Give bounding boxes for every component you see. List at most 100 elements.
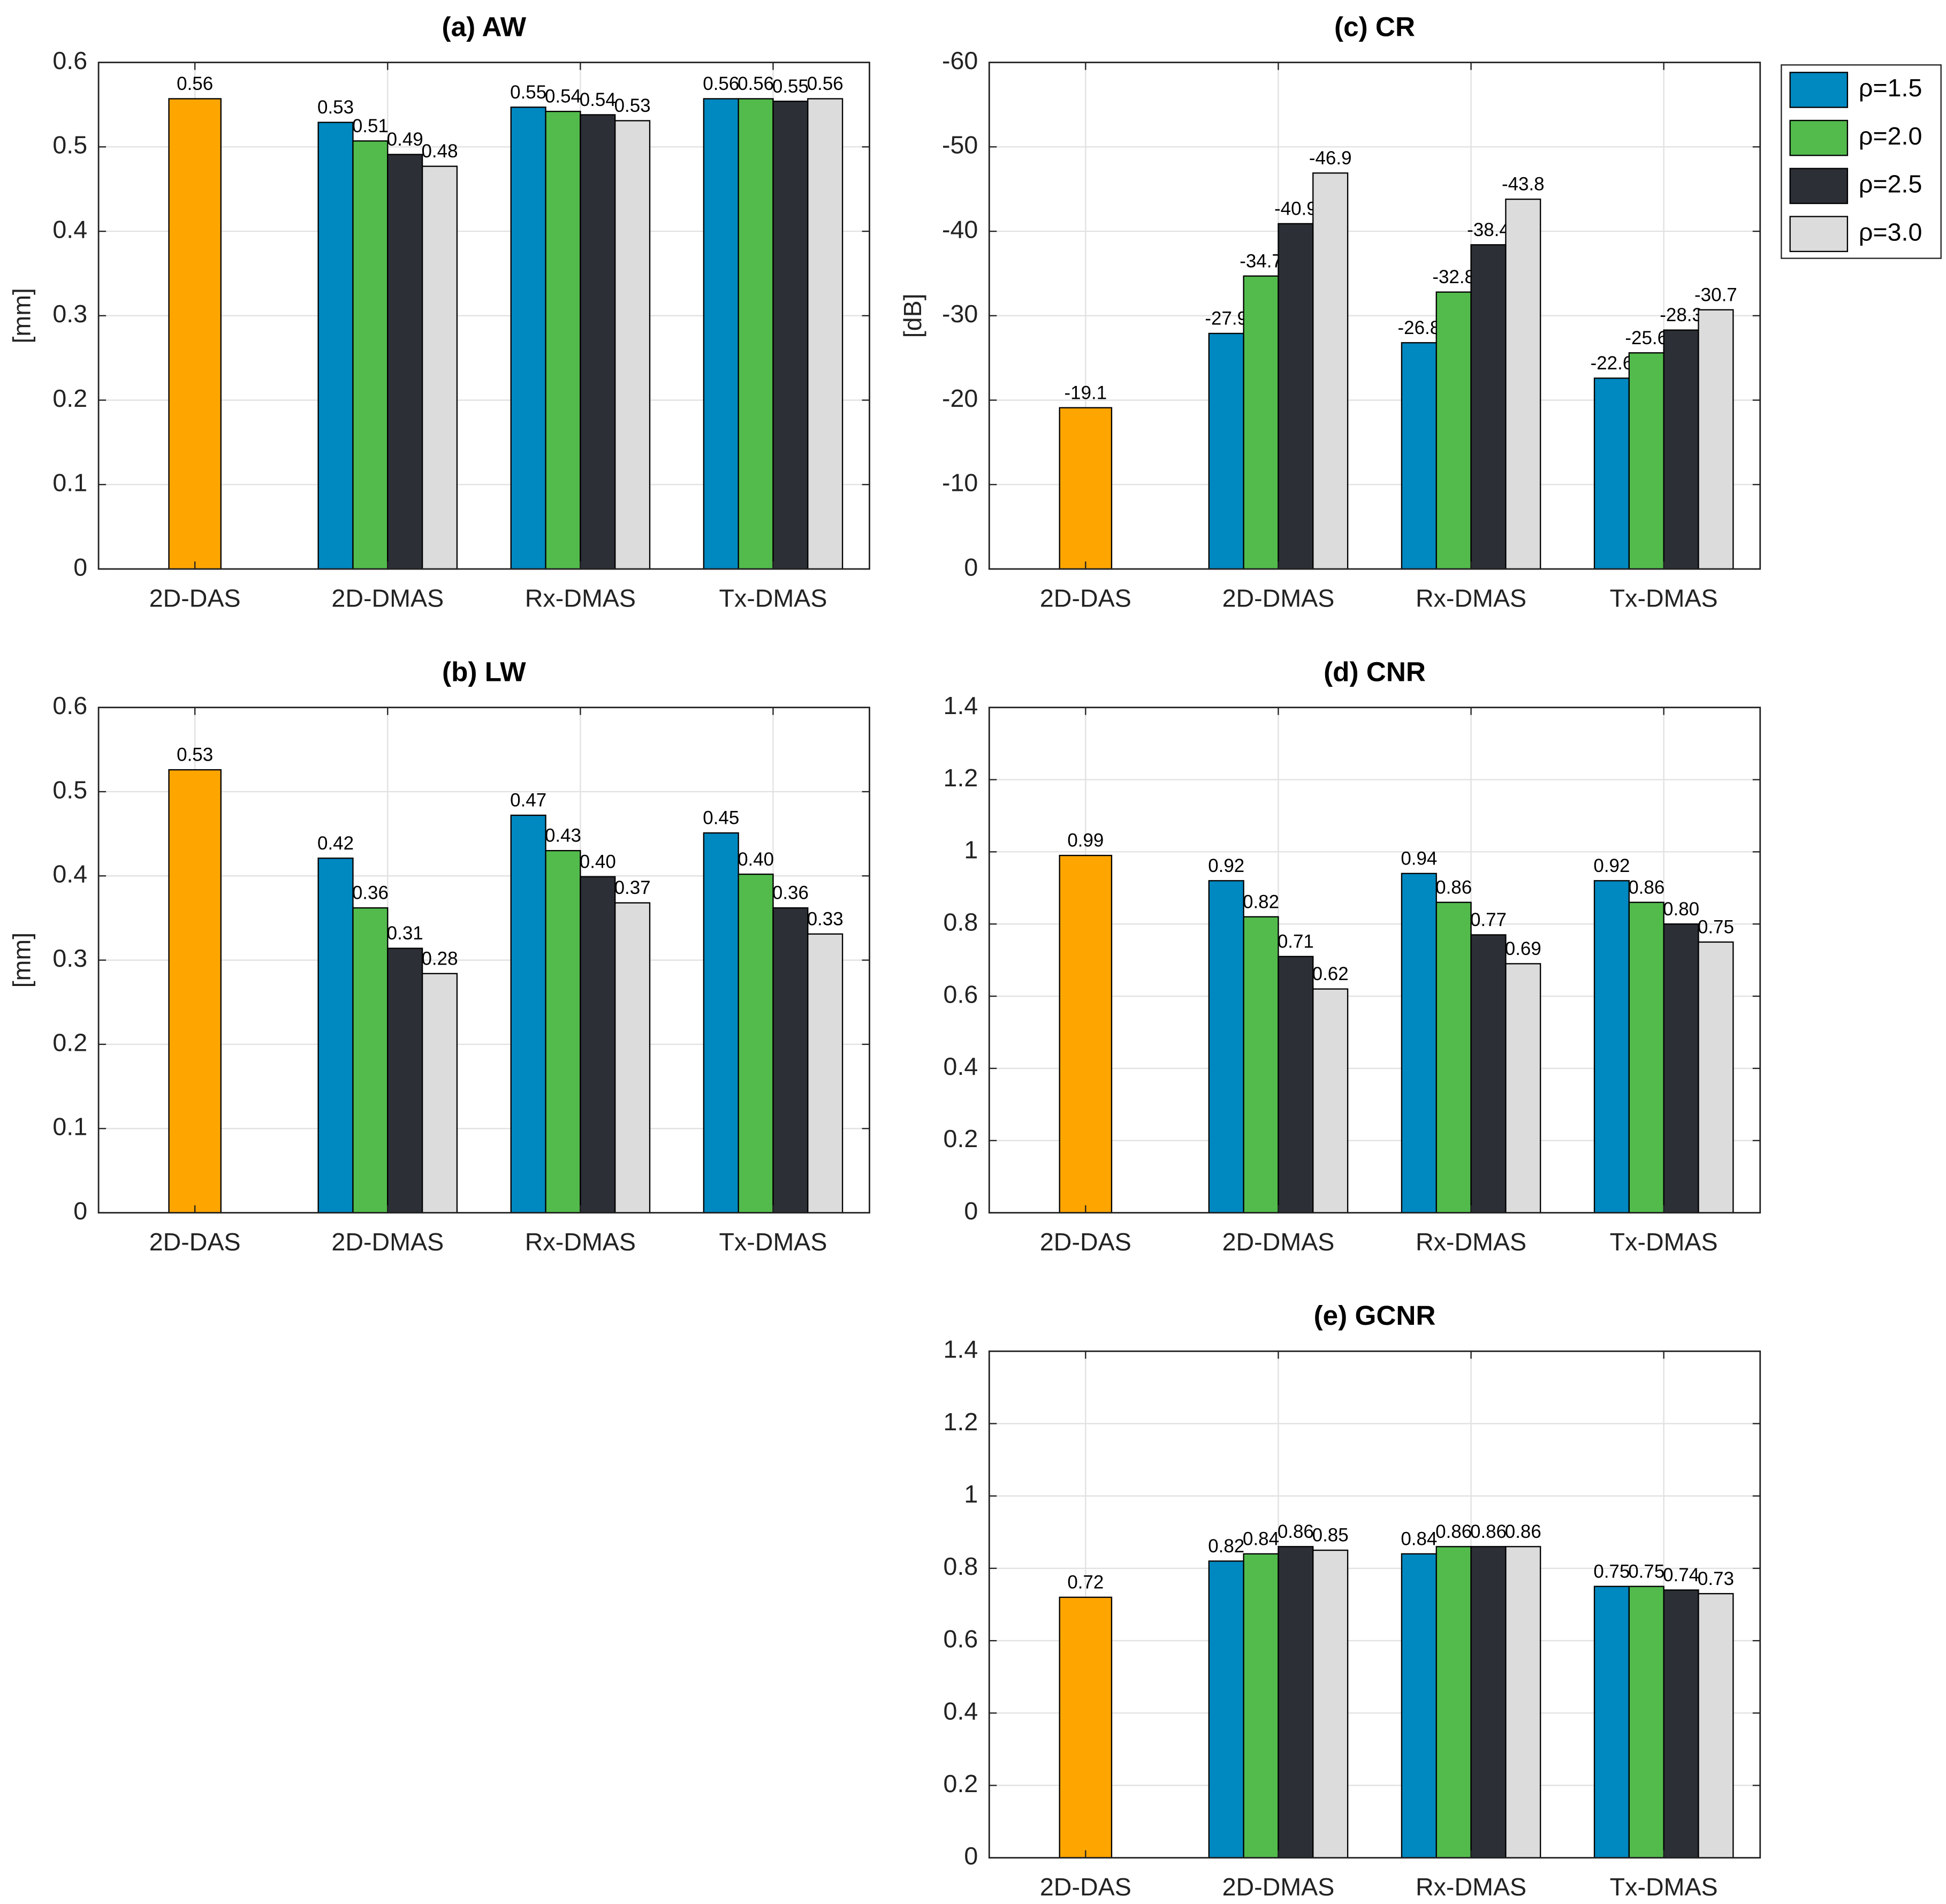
bar bbox=[317, 858, 354, 1213]
y-tick-label: 1.2 bbox=[944, 1408, 978, 1436]
y-tick-label: -30 bbox=[942, 300, 978, 328]
bar bbox=[1435, 901, 1472, 1213]
bar bbox=[1593, 880, 1630, 1213]
panel: 2D-DAS 2D-DMAS Rx-DMAS Tx-DMAS 0 0.2 0.4 0.6 0.8… bbox=[944, 656, 1761, 1256]
data-label: 0.56 bbox=[177, 73, 213, 94]
x-tick-label: 2D-DMAS bbox=[1222, 1873, 1335, 1901]
y-tick-label: 0.6 bbox=[52, 47, 87, 74]
y-tick-label: 1.4 bbox=[944, 692, 978, 719]
x-tick-label: Tx-DMAS bbox=[1610, 1228, 1718, 1256]
y-tick-label: 1 bbox=[964, 836, 978, 864]
y-tick-label: 0 bbox=[73, 1197, 87, 1225]
data-label: -34.7 bbox=[1240, 251, 1282, 271]
bar bbox=[1470, 934, 1507, 1213]
x-tick-label: Rx-DMAS bbox=[1416, 1228, 1526, 1256]
data-label: -26.8 bbox=[1397, 317, 1440, 338]
data-label: 0.80 bbox=[1663, 899, 1699, 920]
panel: 2D-DAS 2D-DMAS Rx-DMAS Tx-DMAS 0 0.1 0.2 0.3 0.4… bbox=[8, 656, 870, 1256]
x-tick-label: Rx-DMAS bbox=[1416, 585, 1526, 612]
data-label: 0.51 bbox=[352, 116, 389, 136]
data-label: 0.54 bbox=[545, 86, 581, 107]
x-tick-label: Rx-DMAS bbox=[525, 1228, 636, 1256]
y-tick-label: 0.1 bbox=[52, 469, 87, 497]
bar bbox=[1593, 1586, 1630, 1859]
bar bbox=[1401, 1553, 1437, 1859]
data-label: 0.53 bbox=[317, 97, 354, 118]
data-label: 0.48 bbox=[421, 141, 458, 162]
bar bbox=[703, 832, 739, 1213]
x-tick-label: Tx-DMAS bbox=[1610, 1873, 1718, 1901]
y-tick-label: 0.6 bbox=[52, 692, 87, 719]
data-label: 0.49 bbox=[387, 129, 423, 150]
y-tick-label: 0.8 bbox=[944, 908, 978, 936]
x-tick-label: 2D-DMAS bbox=[1222, 1228, 1335, 1256]
x-tick-label: Rx-DMAS bbox=[1416, 1873, 1526, 1901]
x-tick-label: 2D-DMAS bbox=[331, 1228, 444, 1256]
data-label: 0.92 bbox=[1208, 855, 1244, 876]
data-label: 0.42 bbox=[317, 833, 354, 854]
bar bbox=[1698, 941, 1734, 1213]
y-axis-label: [dB] bbox=[899, 293, 926, 338]
data-label: -22.6 bbox=[1591, 353, 1633, 374]
x-tick-label: Rx-DMAS bbox=[525, 585, 636, 612]
legend-swatch bbox=[1789, 216, 1849, 252]
data-label: 0.47 bbox=[510, 790, 546, 811]
bar bbox=[352, 140, 389, 570]
bar bbox=[1059, 854, 1113, 1213]
panel: 2D-DAS 2D-DMAS Rx-DMAS Tx-DMAS 0 -10 -20 -30 -40… bbox=[899, 11, 1942, 612]
bar bbox=[807, 98, 843, 570]
bar bbox=[1505, 198, 1541, 570]
y-tick-label: 0.1 bbox=[52, 1113, 87, 1141]
y-tick-label: 0 bbox=[73, 553, 87, 581]
data-label: -32.8 bbox=[1432, 267, 1475, 287]
bar bbox=[1698, 1593, 1734, 1859]
data-label: -43.8 bbox=[1502, 174, 1545, 195]
data-label: 0.36 bbox=[772, 883, 809, 904]
bar bbox=[1278, 955, 1314, 1213]
bar bbox=[580, 876, 616, 1213]
y-tick-label: 0.3 bbox=[52, 944, 87, 972]
legend-label: ρ=3.0 bbox=[1859, 218, 1922, 246]
y-tick-label: -40 bbox=[942, 215, 978, 243]
legend-label: ρ=1.5 bbox=[1859, 74, 1922, 102]
bar bbox=[703, 98, 739, 570]
y-tick-label: -20 bbox=[942, 384, 978, 412]
x-tick-label: 2D-DMAS bbox=[1222, 585, 1335, 612]
data-label: -30.7 bbox=[1694, 284, 1737, 305]
y-tick-label: 0.5 bbox=[52, 131, 87, 159]
data-label: 0.82 bbox=[1208, 1536, 1244, 1557]
bar bbox=[614, 120, 651, 570]
bar bbox=[421, 973, 458, 1213]
bar bbox=[738, 98, 774, 570]
x-tick-label: 2D-DAS bbox=[1040, 1228, 1131, 1256]
chart-title: (e) GCNR bbox=[1314, 1300, 1436, 1331]
data-label: -40.9 bbox=[1274, 198, 1317, 219]
axes-box bbox=[988, 707, 1761, 1214]
data-label: 0.94 bbox=[1401, 848, 1437, 869]
data-label: 0.86 bbox=[1470, 1521, 1507, 1542]
data-label: 0.71 bbox=[1278, 931, 1314, 952]
bar bbox=[1059, 407, 1113, 570]
bar bbox=[1593, 377, 1630, 570]
chart-title: (a) AW bbox=[442, 11, 527, 42]
data-label: 0.82 bbox=[1243, 891, 1279, 912]
data-label: 0.28 bbox=[421, 948, 458, 969]
bar bbox=[545, 849, 581, 1213]
data-label: -28.3 bbox=[1660, 305, 1702, 325]
bar bbox=[352, 907, 389, 1213]
legend-swatch bbox=[1789, 119, 1849, 156]
data-label: 0.56 bbox=[807, 73, 843, 94]
y-tick-label: 0 bbox=[964, 1197, 978, 1225]
y-tick-label: 0.6 bbox=[944, 1625, 978, 1652]
bar bbox=[387, 154, 423, 570]
bar bbox=[807, 933, 843, 1213]
data-label: 0.85 bbox=[1312, 1525, 1349, 1546]
y-tick-label: 1.2 bbox=[944, 764, 978, 792]
y-tick-label: 0.4 bbox=[944, 1697, 978, 1725]
data-label: 0.86 bbox=[1628, 877, 1664, 898]
data-label: 0.62 bbox=[1312, 964, 1349, 984]
bar bbox=[1628, 901, 1664, 1213]
bar bbox=[545, 110, 581, 570]
axes-box bbox=[988, 1350, 1761, 1859]
